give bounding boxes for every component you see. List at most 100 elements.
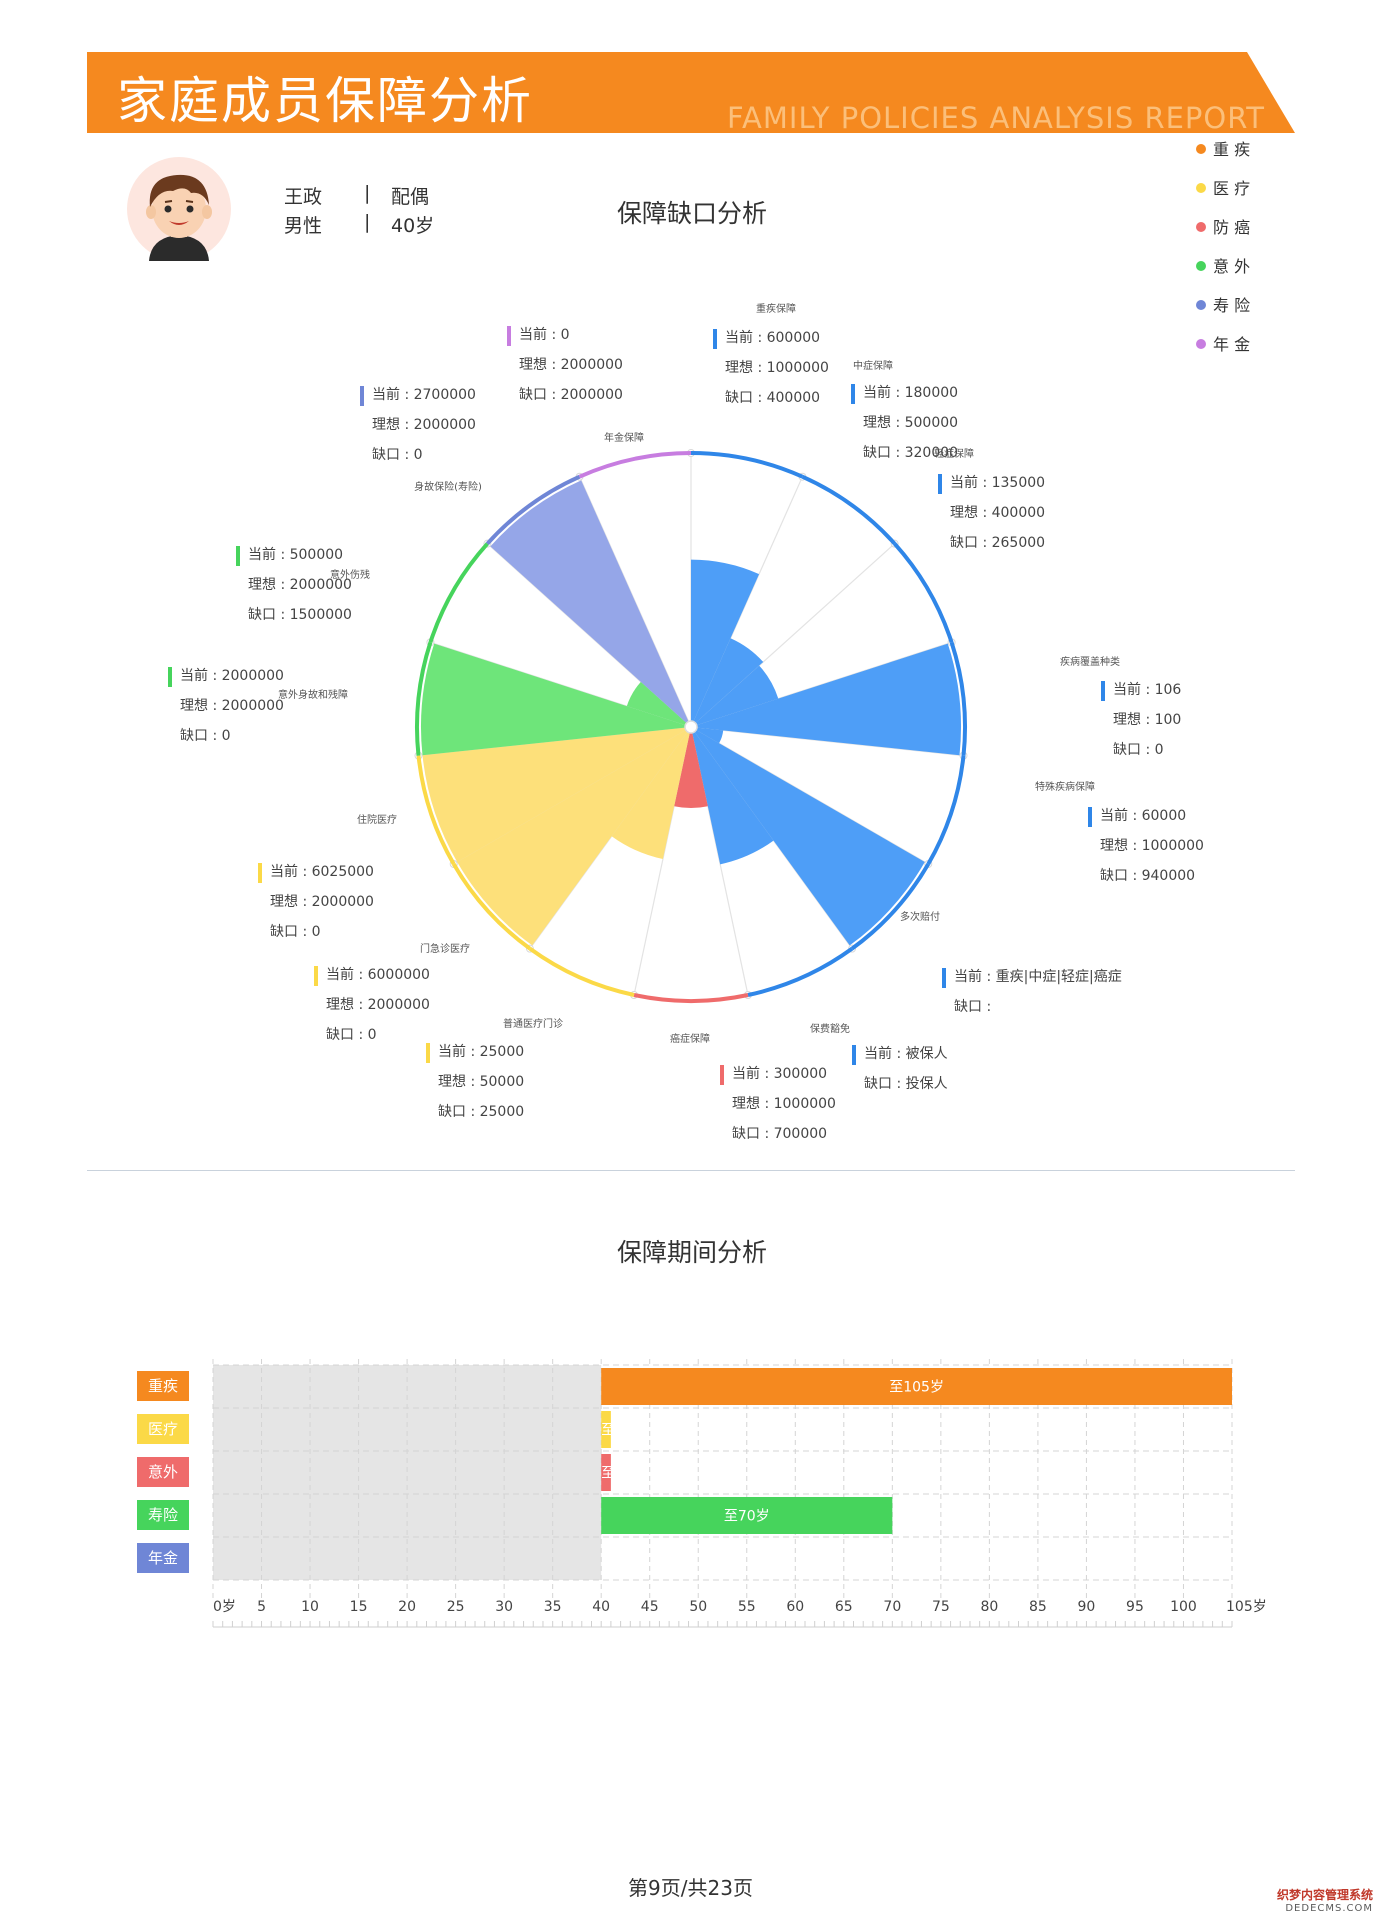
timeline-bar-group[interactable]: 至105岁 xyxy=(601,1368,1232,1405)
polar-spoke xyxy=(690,726,749,996)
info-line: 当前 : 135000 xyxy=(950,474,1045,491)
info-line: 缺口 : 0 xyxy=(372,447,423,463)
timeline-bar[interactable] xyxy=(601,1454,611,1491)
polar-segment[interactable] xyxy=(691,474,897,727)
polar-bar[interactable] xyxy=(611,727,691,860)
legend-item[interactable]: 重 疾 xyxy=(1196,136,1250,160)
polar-bar[interactable] xyxy=(490,480,691,727)
polar-bar[interactable] xyxy=(691,727,774,865)
legend-item[interactable]: 寿 险 xyxy=(1196,292,1250,316)
polar-segment[interactable] xyxy=(633,727,749,1003)
polar-category-label: 门急诊医疗 xyxy=(420,942,470,955)
polar-segment[interactable] xyxy=(691,727,854,997)
info-marker xyxy=(168,667,172,687)
legend-label: 年 金 xyxy=(1213,335,1251,354)
polar-segment[interactable] xyxy=(485,474,691,727)
polar-category-label: 多次赔付 xyxy=(900,910,940,923)
info-line: 当前 : 106 xyxy=(1113,681,1181,698)
polar-segment[interactable] xyxy=(428,542,691,727)
polar-info-block: 当前 : 60000 理想 : 1000000 缺口 : 940000 xyxy=(1088,807,1204,884)
axis-tick-label: 105岁 xyxy=(1226,1599,1267,1615)
header-banner: 家庭成员保障分析 FAMILY POLICIES ANALYSIS REPORT xyxy=(87,52,1295,135)
polar-bar[interactable] xyxy=(422,727,691,862)
polar-bar[interactable] xyxy=(421,643,691,756)
info-line: 当前 : 25000 xyxy=(438,1043,524,1060)
polar-segment[interactable] xyxy=(451,727,691,951)
legend-label: 重 疾 xyxy=(1213,140,1251,159)
axis-tick-label: 15 xyxy=(350,1599,368,1615)
polar-bar[interactable] xyxy=(691,727,724,744)
polar-bar[interactable] xyxy=(691,643,961,756)
info-line: 当前 : 2000000 xyxy=(180,667,284,684)
polar-segment[interactable] xyxy=(415,641,691,756)
polar-info-block: 当前 : 600000 理想 : 1000000 缺口 : 400000 xyxy=(713,329,829,406)
timeline-bar[interactable] xyxy=(601,1411,611,1448)
banner-shape xyxy=(87,52,1295,133)
polar-bar[interactable] xyxy=(626,681,691,727)
polar-segment[interactable] xyxy=(691,727,931,951)
polar-category-label: 轻症保障 xyxy=(934,447,974,460)
legend-item[interactable]: 意 外 xyxy=(1196,253,1250,277)
polar-bar[interactable] xyxy=(674,727,708,809)
axis-tick-label: 35 xyxy=(544,1599,562,1615)
axis-tick-label: 50 xyxy=(689,1599,707,1615)
timeline-bar-group[interactable]: 至70岁 xyxy=(601,1497,893,1534)
legend-item[interactable]: 年 金 xyxy=(1196,331,1250,355)
polar-category-label: 癌症保障 xyxy=(670,1032,710,1045)
polar-info-block: 当前 : 0 理想 : 2000000 缺口 : 2000000 xyxy=(507,326,623,403)
avatar xyxy=(127,157,231,261)
polar-bar[interactable] xyxy=(691,638,764,727)
axis-tick-label: 30 xyxy=(495,1599,513,1615)
polar-segment[interactable] xyxy=(416,727,691,865)
info-line: 理想 : 1000000 xyxy=(1100,838,1204,854)
timeline-row-label: 年金 xyxy=(137,1543,189,1573)
info-marker xyxy=(236,546,240,566)
info-line: 理想 : 500000 xyxy=(863,415,958,431)
legend-label: 医 疗 xyxy=(1213,179,1251,198)
axis-tick-label: 40 xyxy=(592,1599,610,1615)
timeline-axis: 0岁 5 10 15 20 25 30 35 40 45 50 55 60 65 70 75 80 85 90 95 1… xyxy=(212,1599,1267,1628)
polar-category-label: 意外伤残 xyxy=(330,568,370,581)
polar-segment[interactable] xyxy=(578,451,692,479)
axis-tick-label: 70 xyxy=(883,1599,901,1615)
polar-bar[interactable] xyxy=(691,727,925,946)
legend-item[interactable]: 医 疗 xyxy=(1196,175,1250,199)
gap-chart-title: 保障缺口分析 xyxy=(617,199,768,228)
axis-tick-label: 5 xyxy=(257,1599,266,1615)
polar-bar[interactable] xyxy=(457,727,691,946)
polar-outer-arc xyxy=(926,755,966,865)
axis-tick-label: 10 xyxy=(301,1599,319,1615)
info-marker xyxy=(1088,807,1092,827)
timeline-bar[interactable] xyxy=(601,1368,1232,1405)
info-line: 缺口 : 0 xyxy=(326,1027,377,1043)
info-marker xyxy=(258,863,262,883)
polar-bar[interactable] xyxy=(691,665,779,727)
info-line: 缺口 : xyxy=(954,999,991,1015)
polar-segment[interactable] xyxy=(691,542,954,727)
polar-segment[interactable] xyxy=(528,727,691,997)
polar-bar[interactable] xyxy=(691,559,760,727)
polar-category-label: 意外身故和残障 xyxy=(278,688,348,701)
polar-segment[interactable] xyxy=(691,641,967,756)
axis-tick-label: 60 xyxy=(786,1599,804,1615)
polar-outer-arc xyxy=(415,641,433,756)
polar-segment[interactable] xyxy=(690,451,804,727)
polar-center xyxy=(684,720,698,734)
timeline-bar-group[interactable]: 至41岁 xyxy=(601,1411,647,1448)
polar-outer-arc xyxy=(485,474,581,545)
timeline-grid xyxy=(212,1359,1233,1600)
info-line: 缺口 : 2000000 xyxy=(519,387,623,403)
legend-item[interactable]: 防 癌 xyxy=(1196,214,1250,238)
person-relation: 配偶 xyxy=(391,186,430,208)
info-marker xyxy=(314,966,318,986)
polar-segment[interactable] xyxy=(691,727,966,865)
polar-outer-arc xyxy=(690,451,804,479)
timeline-bar[interactable] xyxy=(601,1497,893,1534)
timeline-bar-group[interactable]: 至41岁 xyxy=(601,1454,647,1491)
polar-outer-arc xyxy=(747,947,854,997)
info-separator: | xyxy=(364,182,371,204)
axis-tick-label: 0岁 xyxy=(213,1599,236,1615)
legend-dot xyxy=(1196,183,1206,193)
info-line: 缺口 : 940000 xyxy=(1100,868,1195,884)
